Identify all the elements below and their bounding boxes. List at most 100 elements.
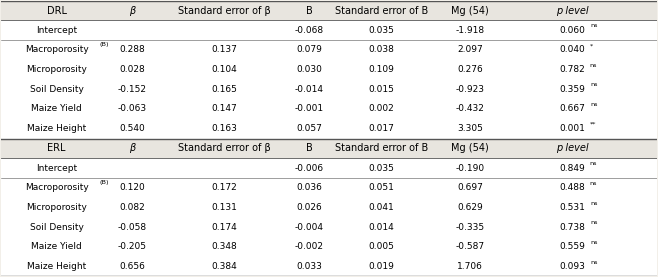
Text: 0.137: 0.137 — [211, 45, 237, 54]
Text: ns: ns — [590, 181, 597, 186]
Text: 0.002: 0.002 — [368, 104, 394, 114]
Text: (B): (B) — [99, 42, 109, 47]
Text: -1.918: -1.918 — [455, 26, 485, 35]
Text: 0.384: 0.384 — [211, 262, 237, 271]
Text: Mg (54): Mg (54) — [451, 143, 489, 153]
Text: ns: ns — [590, 260, 597, 265]
Text: -0.002: -0.002 — [295, 242, 324, 251]
Text: **: ** — [590, 122, 596, 127]
Text: (B): (B) — [99, 180, 109, 185]
Text: -0.063: -0.063 — [118, 104, 147, 114]
Text: p level: p level — [555, 6, 588, 16]
Text: 0.082: 0.082 — [119, 203, 145, 212]
Text: ERL: ERL — [47, 143, 66, 153]
Text: 0.656: 0.656 — [119, 262, 145, 271]
Text: 0.738: 0.738 — [559, 223, 585, 232]
Text: 0.174: 0.174 — [211, 223, 237, 232]
Text: 0.033: 0.033 — [296, 262, 322, 271]
Text: 0.120: 0.120 — [119, 183, 145, 192]
Text: 0.629: 0.629 — [457, 203, 483, 212]
Text: 0.172: 0.172 — [211, 183, 237, 192]
Text: ns: ns — [590, 63, 597, 68]
Text: 0.782: 0.782 — [559, 65, 585, 74]
Text: -0.923: -0.923 — [456, 85, 485, 94]
Text: Microporosity: Microporosity — [26, 203, 87, 212]
Text: 0.060: 0.060 — [559, 26, 585, 35]
Text: 0.165: 0.165 — [211, 85, 237, 94]
Text: ns: ns — [590, 23, 597, 29]
Text: 0.667: 0.667 — [559, 104, 585, 114]
Text: Maize Yield: Maize Yield — [31, 104, 82, 114]
Text: 0.035: 0.035 — [368, 163, 394, 173]
Text: 0.015: 0.015 — [368, 85, 394, 94]
Text: Mg (54): Mg (54) — [451, 6, 489, 16]
Text: ns: ns — [590, 83, 597, 88]
Text: -0.587: -0.587 — [455, 242, 485, 251]
Text: 0.051: 0.051 — [368, 183, 394, 192]
Text: -0.432: -0.432 — [456, 104, 484, 114]
Text: 0.359: 0.359 — [559, 85, 585, 94]
Text: β: β — [129, 6, 135, 16]
Text: 2.097: 2.097 — [457, 45, 483, 54]
Text: -0.006: -0.006 — [295, 163, 324, 173]
Text: Soil Density: Soil Density — [30, 85, 84, 94]
Text: 0.036: 0.036 — [296, 183, 322, 192]
Text: 0.488: 0.488 — [559, 183, 585, 192]
Text: Standard error of β: Standard error of β — [178, 6, 270, 16]
Text: B: B — [306, 6, 313, 16]
Text: 0.348: 0.348 — [211, 242, 237, 251]
Text: 0.026: 0.026 — [296, 203, 322, 212]
Text: β: β — [129, 143, 135, 153]
Text: Maize Yield: Maize Yield — [31, 242, 82, 251]
Text: 0.079: 0.079 — [296, 45, 322, 54]
Text: -0.190: -0.190 — [455, 163, 485, 173]
Text: 0.147: 0.147 — [211, 104, 237, 114]
Text: Standard error of β: Standard error of β — [178, 143, 270, 153]
Text: ns: ns — [590, 161, 597, 166]
Text: ns: ns — [590, 102, 597, 107]
Text: 0.131: 0.131 — [211, 203, 237, 212]
Text: 0.288: 0.288 — [119, 45, 145, 54]
Text: 0.697: 0.697 — [457, 183, 483, 192]
Text: ns: ns — [590, 220, 597, 225]
Text: ns: ns — [590, 201, 597, 206]
Text: Standard error of B: Standard error of B — [335, 143, 428, 153]
Text: Macroporosity: Macroporosity — [24, 45, 88, 54]
Text: 0.163: 0.163 — [211, 124, 237, 133]
Text: B: B — [306, 143, 313, 153]
Text: 0.017: 0.017 — [368, 124, 394, 133]
Text: -0.205: -0.205 — [118, 242, 147, 251]
Text: 0.104: 0.104 — [211, 65, 237, 74]
Bar — [1, 1, 657, 20]
Text: -0.001: -0.001 — [295, 104, 324, 114]
Text: 0.540: 0.540 — [119, 124, 145, 133]
Text: -0.014: -0.014 — [295, 85, 324, 94]
Text: 0.038: 0.038 — [368, 45, 394, 54]
Text: Macroporosity: Macroporosity — [24, 183, 88, 192]
Text: 0.531: 0.531 — [559, 203, 585, 212]
Text: 0.005: 0.005 — [368, 242, 394, 251]
Text: 3.305: 3.305 — [457, 124, 483, 133]
Text: 0.057: 0.057 — [296, 124, 322, 133]
Text: 0.040: 0.040 — [559, 45, 585, 54]
Text: 1.706: 1.706 — [457, 262, 483, 271]
Text: ns: ns — [590, 240, 597, 245]
Text: 0.041: 0.041 — [368, 203, 394, 212]
Text: Soil Density: Soil Density — [30, 223, 84, 232]
Bar — [1, 138, 657, 158]
Text: 0.849: 0.849 — [559, 163, 585, 173]
Text: 0.035: 0.035 — [368, 26, 394, 35]
Text: 0.109: 0.109 — [368, 65, 394, 74]
Text: *: * — [590, 43, 593, 48]
Text: -0.004: -0.004 — [295, 223, 324, 232]
Text: Intercept: Intercept — [36, 26, 77, 35]
Text: Microporosity: Microporosity — [26, 65, 87, 74]
Text: 0.559: 0.559 — [559, 242, 585, 251]
Text: -0.058: -0.058 — [118, 223, 147, 232]
Text: Intercept: Intercept — [36, 163, 77, 173]
Text: 0.030: 0.030 — [296, 65, 322, 74]
Text: Maize Height: Maize Height — [27, 124, 86, 133]
Text: 0.028: 0.028 — [119, 65, 145, 74]
Text: 0.276: 0.276 — [457, 65, 483, 74]
Text: DRL: DRL — [47, 6, 66, 16]
